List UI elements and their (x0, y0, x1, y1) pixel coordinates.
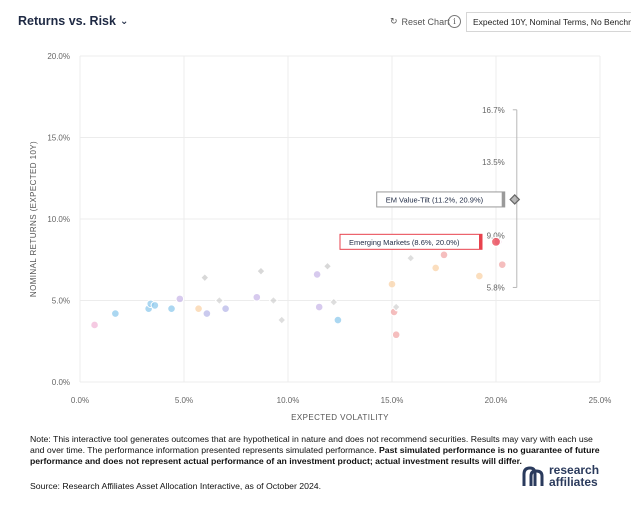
scatter-point (391, 302, 401, 312)
note-text: Note: This interactive tool generates ou… (30, 434, 593, 456)
scatter-point (475, 271, 484, 281)
y-tick-label: 5.0% (52, 297, 70, 306)
scatter-point (202, 309, 212, 318)
note-bold-text: Past simulated performance is no guarant… (30, 445, 600, 467)
chart-header: Returns vs. Risk ⌄ ↻ Reset Chart i Expec… (18, 12, 631, 34)
logo-line1: research (549, 463, 600, 477)
research-affiliates-logo: research affiliates (522, 464, 599, 488)
returns-vs-risk-chart: 0.0% 5.0% 10.0% 15.0% 20.0% 25.0% 0.0% 5.0% 10.0… (29, 52, 612, 422)
highlight-point (490, 236, 502, 247)
y-tick-label: 0.0% (52, 378, 70, 387)
y-tick-label: 20.0% (47, 52, 70, 61)
highlight-point (509, 194, 521, 205)
reset-icon: ↻ (390, 16, 398, 26)
y-tick-label: 10.0% (47, 215, 70, 224)
scatter-point (391, 330, 401, 340)
range-bar-label: 5.8% (487, 283, 505, 292)
x-tick-label: 20.0% (485, 396, 508, 405)
highlight-tag-accent (479, 234, 482, 250)
info-icon[interactable]: i (448, 15, 461, 28)
range-bar-label: 16.7% (482, 106, 505, 115)
x-tick-label: 10.0% (277, 396, 300, 405)
highlight-tag-accent (501, 191, 505, 207)
scenario-select[interactable]: Expected 10Y, Nominal Terms, No Benchmar… (466, 12, 631, 32)
range-bar-label: 13.5% (482, 158, 505, 167)
x-axis-title: EXPECTED VOLATILITY (291, 413, 389, 422)
chart-title: Returns vs. Risk (18, 14, 116, 28)
highlight-tag-label: Emerging Markets (8.6%, 20.0%) (349, 238, 460, 247)
scatter-point (167, 304, 176, 313)
scatter-point (214, 295, 224, 306)
scatter-point (111, 309, 120, 318)
scatter-point (268, 295, 279, 306)
y-tick-label: 15.0% (47, 134, 70, 143)
scatter-point (175, 294, 185, 304)
scatter-point (90, 320, 99, 330)
logo-mark-icon (522, 466, 544, 486)
scatter-point (312, 270, 322, 279)
reset-chart-button[interactable]: ↻ Reset Chart (390, 16, 450, 27)
scatter-point (314, 302, 324, 312)
logo-line2: affiliates (549, 475, 598, 489)
scatter-point (200, 273, 210, 283)
x-tick-label: 15.0% (381, 396, 404, 405)
highlight-tag-label: EM Value-Tilt (11.2%, 20.9%) (386, 195, 484, 204)
x-tick-label: 25.0% (589, 396, 612, 405)
chart-title-dropdown[interactable]: Returns vs. Risk ⌄ (18, 14, 128, 28)
scatter-point (256, 266, 266, 276)
scatter-point (329, 297, 339, 307)
chevron-down-icon: ⌄ (119, 15, 129, 27)
scatter-point (333, 315, 343, 325)
reset-chart-label: Reset Chart (401, 16, 450, 27)
scatter-point (252, 292, 262, 302)
scatter-point (322, 261, 333, 271)
scatter-point (497, 260, 507, 269)
scatter-point (194, 304, 203, 313)
x-tick-label: 0.0% (71, 396, 89, 405)
range-bar-label: 9.0% (487, 231, 505, 240)
disclaimer-note: Note: This interactive tool generates ou… (30, 434, 608, 468)
scatter-point (406, 253, 416, 263)
x-tick-label: 5.0% (175, 396, 193, 405)
scatter-point (431, 263, 440, 273)
scatter-point (150, 301, 160, 310)
scatter-point (221, 304, 230, 313)
scatter-point (439, 250, 449, 260)
y-axis-title: NOMINAL RETURNS (EXPECTED 10Y) (29, 141, 38, 297)
scatter-point (387, 279, 397, 289)
scatter-point (277, 315, 287, 325)
source-note: Source: Research Affiliates Asset Alloca… (30, 481, 322, 491)
